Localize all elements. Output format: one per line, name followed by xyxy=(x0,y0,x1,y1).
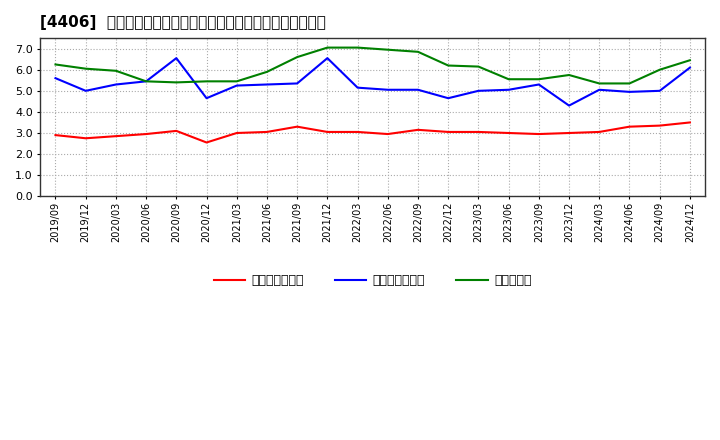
買入債務回転率 xyxy=(142,79,150,84)
売上債権回転率 xyxy=(51,132,60,138)
在庫回転率 xyxy=(81,66,90,71)
在庫回転率 xyxy=(685,58,694,63)
売上債権回転率 xyxy=(655,123,664,128)
買入債務回転率 xyxy=(354,85,362,90)
在庫回転率 xyxy=(51,62,60,67)
買入債務回転率 xyxy=(595,87,603,92)
売上債権回転率 xyxy=(323,129,332,135)
Line: 売上債権回転率: 売上債権回転率 xyxy=(55,122,690,143)
Line: 在庫回転率: 在庫回転率 xyxy=(55,48,690,84)
買入債務回転率 xyxy=(202,95,211,101)
在庫回転率 xyxy=(112,68,120,73)
売上債権回転率 xyxy=(142,132,150,137)
在庫回転率 xyxy=(414,49,423,55)
在庫回転率 xyxy=(444,63,453,68)
買入債務回転率 xyxy=(474,88,482,93)
在庫回転率 xyxy=(504,77,513,82)
在庫回転率 xyxy=(202,79,211,84)
売上債権回転率 xyxy=(444,129,453,135)
在庫回転率 xyxy=(625,81,634,86)
在庫回転率 xyxy=(384,47,392,52)
売上債権回転率 xyxy=(595,129,603,135)
売上債権回転率 xyxy=(293,124,302,129)
在庫回転率 xyxy=(534,77,543,82)
買入債務回転率 xyxy=(534,82,543,87)
売上債権回転率 xyxy=(504,130,513,136)
在庫回転率 xyxy=(172,80,181,85)
売上債権回転率 xyxy=(564,130,573,136)
買入債務回転率 xyxy=(444,95,453,101)
売上債権回転率 xyxy=(172,128,181,133)
売上債権回転率 xyxy=(384,132,392,137)
買入債務回転率 xyxy=(233,83,241,88)
買入債務回転率 xyxy=(504,87,513,92)
Legend: 売上債権回転率, 買入債務回転率, 在庫回転率: 売上債権回転率, 買入債務回転率, 在庫回転率 xyxy=(209,269,536,292)
売上債権回転率 xyxy=(233,130,241,136)
在庫回転率 xyxy=(474,64,482,69)
買入債務回転率 xyxy=(564,103,573,108)
在庫回転率 xyxy=(293,55,302,60)
買入債務回転率 xyxy=(414,87,423,92)
買入債務回転率 xyxy=(81,88,90,93)
在庫回転率 xyxy=(323,45,332,50)
買入債務回転率 xyxy=(323,55,332,61)
買入債務回転率 xyxy=(263,82,271,87)
在庫回転率 xyxy=(233,79,241,84)
売上債権回転率 xyxy=(414,127,423,132)
在庫回転率 xyxy=(595,81,603,86)
買入債務回転率 xyxy=(51,76,60,81)
買入債務回転率 xyxy=(655,88,664,93)
買入債務回転率 xyxy=(172,55,181,61)
買入債務回転率 xyxy=(384,87,392,92)
買入債務回転率 xyxy=(685,65,694,70)
在庫回転率 xyxy=(263,69,271,74)
在庫回転率 xyxy=(655,67,664,72)
在庫回転率 xyxy=(354,45,362,50)
売上債権回転率 xyxy=(112,133,120,139)
買入債務回転率 xyxy=(625,89,634,95)
在庫回転率 xyxy=(142,79,150,84)
売上債権回転率 xyxy=(685,120,694,125)
売上債権回転率 xyxy=(202,140,211,145)
Text: [4406]  売上債権回転率、買入債務回転率、在庫回転率の推移: [4406] 売上債権回転率、買入債務回転率、在庫回転率の推移 xyxy=(40,15,326,30)
売上債権回転率 xyxy=(625,124,634,129)
売上債権回転率 xyxy=(81,136,90,141)
売上債権回転率 xyxy=(534,132,543,137)
Line: 買入債務回転率: 買入債務回転率 xyxy=(55,58,690,106)
売上債権回転率 xyxy=(354,129,362,135)
買入債務回転率 xyxy=(112,82,120,87)
売上債権回転率 xyxy=(263,129,271,135)
買入債務回転率 xyxy=(293,81,302,86)
売上債権回転率 xyxy=(474,129,482,135)
在庫回転率 xyxy=(564,72,573,77)
